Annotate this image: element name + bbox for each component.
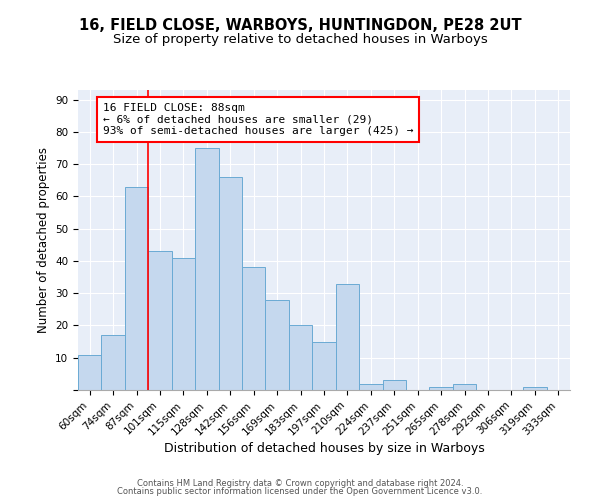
Bar [265,300,289,390]
Bar [148,252,172,390]
Text: Contains public sector information licensed under the Open Government Licence v3: Contains public sector information licen… [118,487,482,496]
Bar [523,387,547,390]
Bar [312,342,336,390]
Bar [218,177,242,390]
Text: 16, FIELD CLOSE, WARBOYS, HUNTINGDON, PE28 2UT: 16, FIELD CLOSE, WARBOYS, HUNTINGDON, PE… [79,18,521,32]
Bar [430,387,453,390]
Bar [289,326,312,390]
Bar [359,384,383,390]
Bar [453,384,476,390]
Bar [101,335,125,390]
Text: Size of property relative to detached houses in Warboys: Size of property relative to detached ho… [113,32,487,46]
Y-axis label: Number of detached properties: Number of detached properties [37,147,50,333]
Bar [125,187,148,390]
Text: 16 FIELD CLOSE: 88sqm
← 6% of detached houses are smaller (29)
93% of semi-detac: 16 FIELD CLOSE: 88sqm ← 6% of detached h… [103,103,413,136]
Bar [242,268,265,390]
Bar [336,284,359,390]
Bar [172,258,195,390]
Bar [78,354,101,390]
X-axis label: Distribution of detached houses by size in Warboys: Distribution of detached houses by size … [164,442,484,455]
Bar [195,148,218,390]
Bar [383,380,406,390]
Text: Contains HM Land Registry data © Crown copyright and database right 2024.: Contains HM Land Registry data © Crown c… [137,478,463,488]
